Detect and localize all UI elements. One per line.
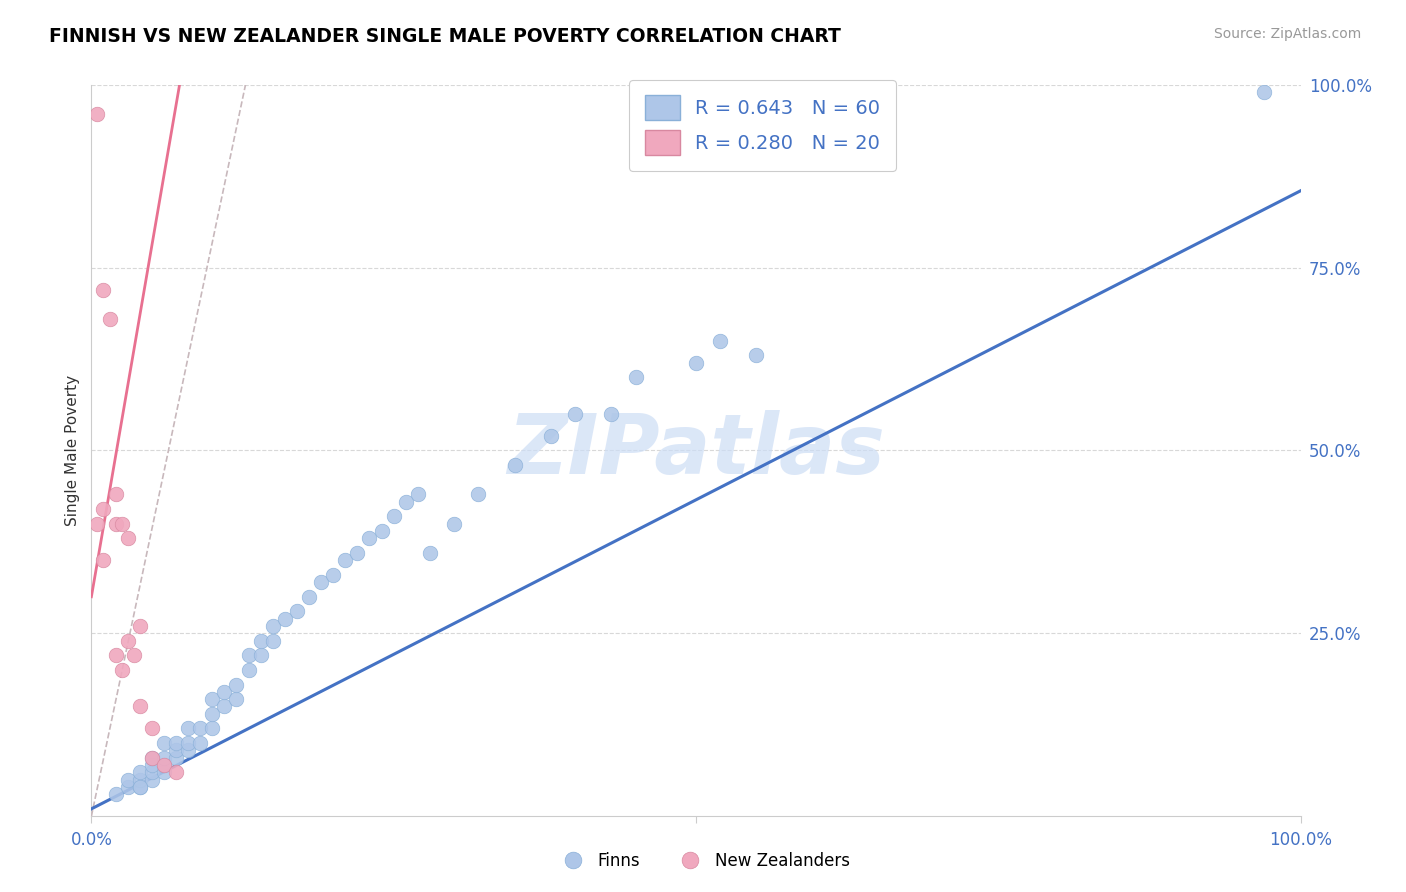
Point — [177, 722, 200, 736]
Point — [406, 487, 429, 501]
Point — [104, 516, 127, 531]
Point — [238, 648, 260, 663]
Text: Source: ZipAtlas.com: Source: ZipAtlas.com — [1213, 27, 1361, 41]
Point — [540, 429, 562, 443]
Point — [201, 706, 224, 721]
Point — [111, 516, 132, 531]
Point — [153, 736, 176, 750]
Point — [745, 348, 768, 362]
Point — [359, 531, 381, 545]
Point — [141, 758, 163, 772]
Point — [128, 619, 150, 633]
Point — [111, 663, 132, 677]
Point — [117, 772, 139, 787]
Point — [153, 750, 176, 764]
Point — [322, 567, 344, 582]
Point — [419, 546, 441, 560]
Point — [274, 612, 297, 626]
Point — [238, 663, 260, 677]
Point — [165, 750, 187, 764]
Point — [128, 780, 150, 794]
Point — [188, 736, 211, 750]
Point — [188, 722, 211, 736]
Point — [128, 765, 150, 780]
Point — [335, 553, 357, 567]
Point — [141, 750, 163, 764]
Point — [214, 685, 236, 699]
Point — [370, 524, 392, 538]
Point — [165, 765, 187, 780]
Point — [443, 516, 465, 531]
Point — [262, 633, 284, 648]
Point — [128, 772, 150, 787]
Point — [93, 283, 115, 297]
Point — [214, 699, 236, 714]
Point — [709, 334, 731, 348]
Point — [141, 750, 163, 764]
Point — [1253, 85, 1275, 99]
Point — [141, 772, 163, 787]
Point — [395, 494, 418, 508]
Point — [467, 487, 489, 501]
Point — [262, 619, 284, 633]
Point — [128, 780, 150, 794]
Point — [141, 765, 163, 780]
Point — [177, 743, 200, 757]
Legend: Finns, New Zealanders: Finns, New Zealanders — [550, 846, 856, 877]
Point — [685, 356, 707, 370]
Point — [153, 758, 176, 772]
Point — [225, 692, 247, 706]
Point — [165, 743, 187, 757]
Legend: R = 0.643   N = 60, R = 0.280   N = 20: R = 0.643 N = 60, R = 0.280 N = 20 — [628, 79, 896, 170]
Point — [503, 458, 526, 472]
Point — [309, 575, 332, 590]
Point — [104, 648, 127, 663]
Point — [298, 590, 321, 604]
Point — [93, 502, 115, 516]
Point — [165, 736, 187, 750]
Point — [346, 546, 368, 560]
Point — [122, 648, 145, 663]
Point — [249, 648, 271, 663]
Point — [117, 780, 139, 794]
Point — [600, 407, 623, 421]
Y-axis label: Single Male Poverty: Single Male Poverty — [65, 375, 80, 526]
Point — [249, 633, 271, 648]
Point — [104, 487, 127, 501]
Point — [141, 722, 163, 736]
Point — [177, 736, 200, 750]
Point — [201, 722, 224, 736]
Point — [624, 370, 647, 384]
Point — [564, 407, 586, 421]
Text: FINNISH VS NEW ZEALANDER SINGLE MALE POVERTY CORRELATION CHART: FINNISH VS NEW ZEALANDER SINGLE MALE POV… — [49, 27, 841, 45]
Point — [104, 787, 127, 801]
Point — [98, 311, 121, 326]
Point — [201, 692, 224, 706]
Point — [382, 509, 405, 524]
Point — [153, 758, 176, 772]
Point — [93, 553, 115, 567]
Point — [285, 604, 308, 618]
Point — [128, 699, 150, 714]
Point — [153, 765, 176, 780]
Point — [86, 107, 108, 121]
Text: ZIPatlas: ZIPatlas — [508, 410, 884, 491]
Point — [225, 677, 247, 691]
Point — [86, 516, 108, 531]
Point — [117, 633, 139, 648]
Point — [117, 531, 139, 545]
